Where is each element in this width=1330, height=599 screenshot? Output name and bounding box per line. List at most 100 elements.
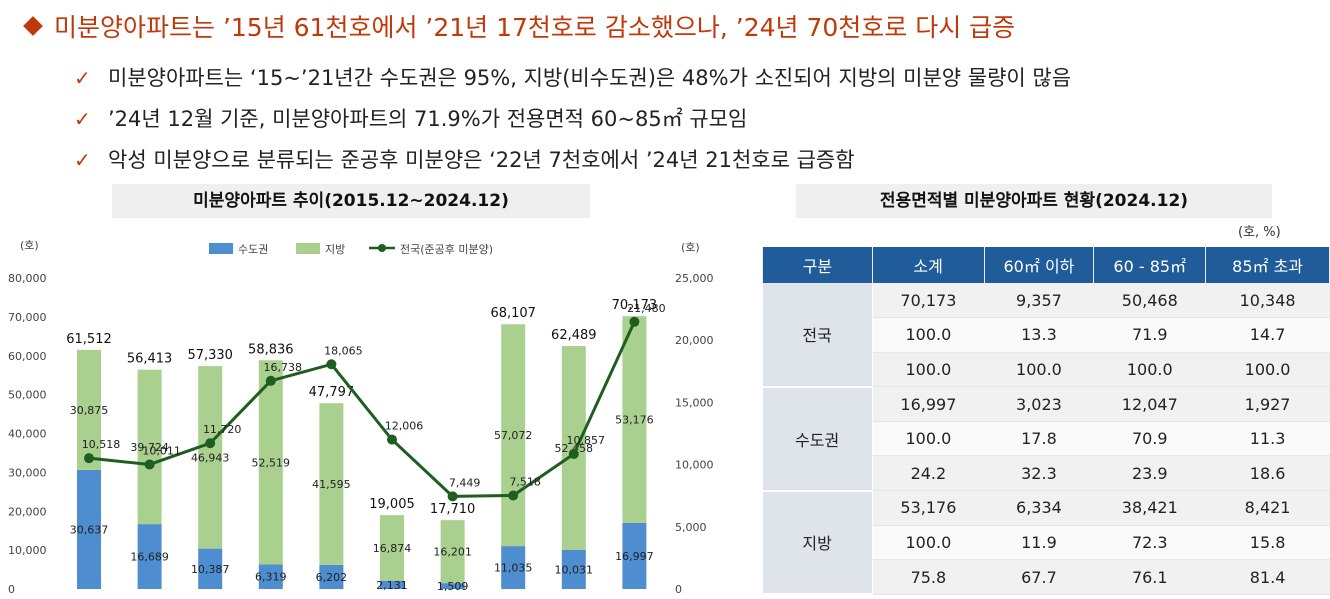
table-row: 75.8 67.7 76.1 81.4 bbox=[763, 559, 1330, 595]
bar-metro bbox=[380, 580, 404, 589]
left-tick-label: 60,000 bbox=[8, 350, 47, 363]
line-label-national: 10,011 bbox=[142, 444, 181, 457]
line-label-national: 18,065 bbox=[324, 344, 363, 357]
bar-local bbox=[440, 520, 465, 584]
right-tick-label: 5,000 bbox=[675, 521, 707, 534]
legend-label-local: 지방 bbox=[325, 243, 345, 256]
bar-label-metro: 16,689 bbox=[130, 551, 169, 564]
table-cell: 50,468 bbox=[1093, 283, 1206, 319]
bar-label-metro: 1,509 bbox=[437, 580, 469, 593]
line-national bbox=[88, 321, 636, 498]
line-label-national: 7,518 bbox=[509, 475, 541, 488]
bar-metro bbox=[501, 546, 526, 589]
table-cell: 8,421 bbox=[1205, 490, 1330, 526]
right-axis-unit: (호) bbox=[681, 241, 700, 254]
bullet-item: ✓ ’24년 12월 기준, 미분양아파트의 71.9%가 전용면적 60~85㎡… bbox=[74, 99, 1071, 140]
table-body: 전국 70,173 9,357 50,468 10,348 100.0 13.3 71.9 14… bbox=[762, 283, 1330, 596]
line-point-national bbox=[387, 434, 397, 445]
right-tick-label: 20,000 bbox=[675, 334, 714, 347]
table-cell: 38,421 bbox=[1093, 490, 1206, 526]
table-cell: 70,173 bbox=[872, 283, 985, 319]
bar-local bbox=[622, 316, 647, 523]
table-group-label: 전국 bbox=[762, 283, 873, 388]
table-header-cell: 소계 bbox=[871, 247, 985, 283]
table-row: 100.0 17.8 70.9 11.3 bbox=[763, 421, 1330, 457]
table-cell: 23.9 bbox=[1093, 455, 1206, 492]
line-label-national: 12,006 bbox=[385, 420, 424, 433]
line-point-national bbox=[508, 490, 519, 501]
table-cell: 9,357 bbox=[984, 283, 1094, 319]
legend-swatch-metro bbox=[209, 243, 233, 254]
bar-metro bbox=[77, 469, 101, 589]
line-point-national bbox=[84, 453, 94, 464]
bar-label-metro: 10,387 bbox=[191, 563, 230, 576]
table-cell: 100.0 bbox=[1093, 352, 1206, 388]
bar-local bbox=[77, 349, 101, 470]
table-cell: 3,023 bbox=[984, 386, 1094, 422]
check-icon: ✓ bbox=[74, 107, 91, 131]
bar-total-label: 17,710 bbox=[430, 502, 476, 517]
bar-label-metro: 2,131 bbox=[376, 579, 408, 592]
table-row: 지방 53,176 6,334 38,421 8,421 bbox=[762, 490, 1330, 596]
legend-marker-national bbox=[378, 244, 386, 252]
table-cell: 24.2 bbox=[872, 455, 985, 492]
bar-label-metro: 30,637 bbox=[70, 523, 109, 536]
table-cell: 71.9 bbox=[1093, 317, 1206, 353]
area-status-table: 구분 소계 60㎡ 이하 60 - 85㎡ 85㎡ 초과 전국 70,173 9,357 50… bbox=[762, 247, 1330, 596]
legend-label-metro: 수도권 bbox=[238, 243, 268, 256]
bar-total-label: 70,173 bbox=[612, 298, 658, 313]
left-tick-label: 80,000 bbox=[8, 272, 47, 285]
bar-label-local: 53,176 bbox=[615, 414, 654, 427]
bar-local bbox=[198, 366, 223, 549]
table-cell: 67.7 bbox=[984, 559, 1094, 595]
bar-label-local: 46,943 bbox=[191, 451, 230, 464]
bar-label-metro: 11,035 bbox=[494, 562, 533, 575]
line-label-national: 10,857 bbox=[567, 434, 606, 447]
table-cell: 11.9 bbox=[984, 525, 1094, 561]
bar-total-label: 19,005 bbox=[369, 497, 415, 512]
check-icon: ✓ bbox=[74, 148, 91, 172]
table-cell: 1,927 bbox=[1205, 386, 1330, 422]
bar-label-metro: 10,031 bbox=[555, 564, 594, 577]
line-label-national: 21,480 bbox=[627, 302, 666, 315]
table-cell: 53,176 bbox=[872, 490, 985, 526]
line-point-national bbox=[205, 438, 216, 449]
line-point-national bbox=[447, 491, 458, 502]
table-header-cell: 85㎡ 초과 bbox=[1205, 247, 1330, 283]
bar-label-metro: 16,997 bbox=[615, 550, 654, 563]
table-cell: 75.8 bbox=[872, 559, 985, 595]
line-label-national: 7,449 bbox=[449, 476, 481, 489]
table-header-cell: 60㎡ 이하 bbox=[983, 247, 1095, 283]
line-point-national bbox=[265, 375, 276, 386]
right-tick-label: 15,000 bbox=[675, 396, 714, 409]
left-tick-label: 0 bbox=[8, 583, 15, 596]
bar-label-local: 30,875 bbox=[70, 404, 109, 417]
bullet-list: ✓ 미분양아파트는 ‘15~’21년간 수도권은 95%, 지방(비수도권)은 4… bbox=[74, 58, 1071, 181]
left-tick-label: 30,000 bbox=[8, 466, 47, 479]
bar-metro bbox=[137, 524, 162, 589]
right-tick-label: 0 bbox=[675, 583, 682, 596]
left-tick-label: 70,000 bbox=[8, 311, 47, 324]
table-row: 수도권 16,997 3,023 12,047 1,927 bbox=[762, 386, 1330, 492]
table-row: 전국 70,173 9,357 50,468 10,348 bbox=[762, 283, 1330, 388]
bar-label-local: 41,595 bbox=[312, 478, 351, 491]
bar-label-local: 57,072 bbox=[494, 429, 533, 442]
bar-label-local: 52,519 bbox=[252, 456, 291, 469]
table-cell: 18.6 bbox=[1205, 455, 1330, 492]
bar-total-label: 68,107 bbox=[490, 306, 536, 321]
table-header-cell: 구분 bbox=[762, 247, 873, 283]
line-label-national: 16,738 bbox=[264, 361, 303, 374]
table-cell: 100.0 bbox=[872, 525, 985, 561]
table-group-label: 수도권 bbox=[762, 386, 873, 492]
table-cell: 100.0 bbox=[1205, 352, 1330, 388]
table-header-cell: 60 - 85㎡ bbox=[1093, 247, 1207, 283]
bar-total-label: 57,330 bbox=[187, 348, 233, 363]
bar-label-local: 16,874 bbox=[373, 542, 412, 555]
bar-total-label: 62,489 bbox=[551, 328, 597, 343]
table-cell: 6,334 bbox=[984, 490, 1094, 526]
bar-total-label: 58,836 bbox=[248, 342, 294, 357]
bar-local bbox=[561, 346, 586, 551]
line-point-national bbox=[629, 316, 640, 327]
table-header-row: 구분 소계 60㎡ 이하 60 - 85㎡ 85㎡ 초과 bbox=[762, 247, 1330, 283]
left-tick-label: 20,000 bbox=[8, 505, 47, 518]
